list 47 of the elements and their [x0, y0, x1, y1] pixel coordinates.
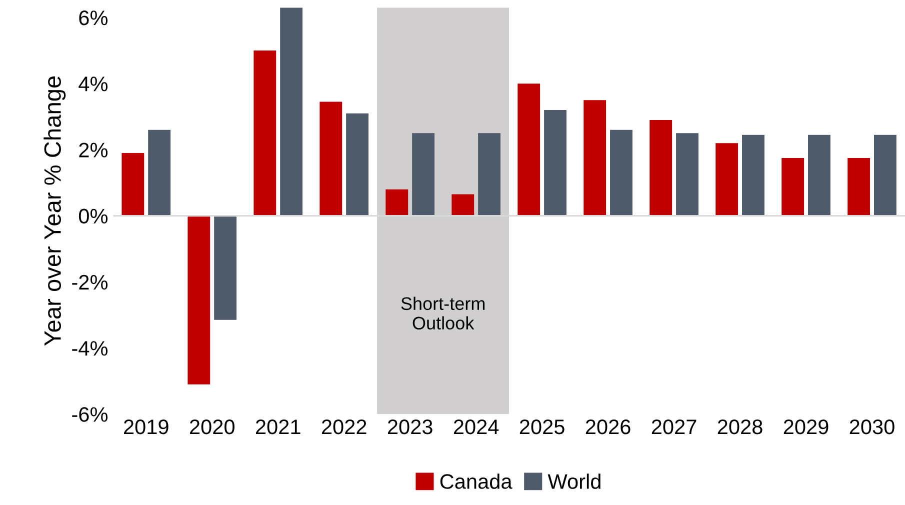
x-tick-label: 2023	[388, 420, 432, 434]
x-tick-label: 2024	[454, 420, 499, 434]
bar	[254, 50, 276, 216]
x-tick-label: 2028	[718, 420, 762, 434]
y-axis-title: Year over Year % Change	[44, 76, 66, 346]
bar	[848, 158, 870, 216]
y-tick-label: -6%	[72, 407, 108, 422]
bar	[544, 110, 566, 216]
bar	[412, 133, 434, 216]
legend-label: Canada	[440, 474, 512, 489]
band-label: Short-term Outlook	[401, 296, 485, 330]
bar	[320, 102, 342, 216]
bar	[782, 158, 804, 216]
x-tick-label: 2026	[586, 420, 630, 434]
bar	[742, 134, 764, 216]
x-tick-label: 2030	[850, 420, 894, 434]
bar	[610, 130, 632, 216]
y-tick-label: 2%	[79, 142, 108, 158]
y-tick-label: 6%	[79, 10, 108, 26]
y-tick-label: -2%	[72, 274, 108, 290]
x-tick-label: 2029	[784, 420, 828, 434]
y-tick-label: 4%	[78, 76, 108, 92]
bar	[148, 130, 171, 216]
bar	[676, 133, 698, 216]
bar	[716, 143, 738, 216]
x-tick-label: 2019	[124, 420, 168, 434]
bar	[452, 194, 474, 216]
bar	[122, 153, 144, 216]
bar	[280, 8, 303, 216]
bar	[650, 120, 672, 216]
y-tick-label: 0%	[78, 208, 108, 224]
x-tick-label: 2021	[256, 420, 300, 434]
legend-label: World	[548, 474, 600, 489]
bar	[188, 216, 210, 384]
bar	[518, 84, 540, 216]
x-tick-label: 2027	[652, 420, 696, 434]
bar	[808, 134, 830, 216]
bar	[346, 113, 369, 216]
bar	[386, 189, 408, 216]
x-tick-label: 2022	[322, 420, 366, 434]
x-tick-label: 2025	[520, 420, 564, 434]
bar	[584, 100, 606, 216]
bar	[214, 216, 237, 320]
bar	[874, 134, 896, 216]
x-tick-label: 2020	[190, 420, 234, 434]
y-tick-label: -4%	[72, 341, 108, 356]
bar	[478, 133, 500, 216]
